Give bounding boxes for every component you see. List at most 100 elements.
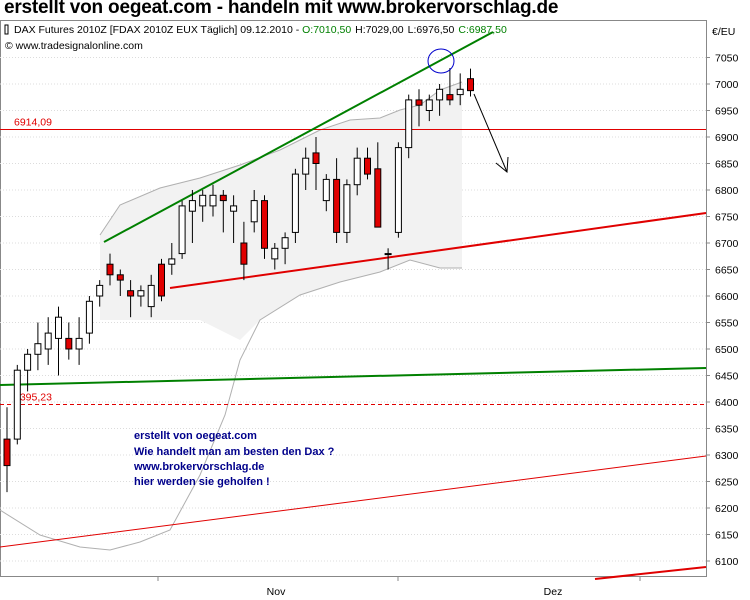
chart-header: DAX Futures 2010Z [FDAX 2010Z EUX Täglic… [4,24,507,52]
candle-body [3,438,11,467]
candle-body [333,178,341,233]
annotation-line: www.brokervorschlag.de [133,461,264,473]
candle-body [250,200,258,223]
candle [188,190,196,243]
candle [322,174,330,212]
candle [261,195,268,259]
candles [3,68,474,493]
candle-body [456,88,464,96]
candle-body [353,157,361,186]
y-tick-label: 6250 [715,477,739,489]
y-tick-label: 6750 [715,212,739,224]
y-tick-label: 6150 [715,530,739,542]
y-tick-label: 6350 [715,424,739,436]
candle-body [55,316,62,339]
candle [467,68,474,97]
candle [178,200,186,259]
highlight-circle [427,48,455,74]
candle [240,221,248,281]
y-tick-label: 6800 [715,185,739,197]
candle-body [209,194,217,207]
candle [456,73,464,106]
candle [384,248,392,270]
candle [425,94,433,122]
candle-body [291,173,299,233]
y-tick-label: 6600 [715,291,739,303]
candle-body [384,253,392,256]
candle [199,190,207,222]
candle-body [75,337,83,350]
y-tick-label: 6900 [715,132,739,144]
candle [353,147,361,196]
green-support-line [0,367,707,386]
y-tick-label: 6100 [715,556,739,568]
candle-body [65,337,73,350]
candle-body [364,157,371,175]
candle [271,243,279,270]
y-tick-label: 6500 [715,344,739,356]
candle [405,94,413,159]
candle [415,89,423,127]
chart-frame: DAX Futures 2010Z [FDAX 2010Z EUX Täglic… [0,20,739,598]
y-tick-label: 6700 [715,238,739,250]
red-support-line [0,455,707,548]
candle-body [312,152,320,164]
y-tick-label: 6450 [715,371,739,383]
candle-body [147,284,155,308]
candle [291,168,299,243]
annotation-text-block: erstellt von oegeat.com Wie handelt man … [133,430,335,488]
candle [219,190,227,233]
candle-body [322,178,330,202]
horizontal-levels: 6914,09 6395,23 [0,117,706,406]
candle [3,407,11,493]
header-marker-icon [4,24,9,35]
header-close: C:6987,50 [458,24,507,36]
annotation-line: Wie handelt man am besten den Dax ? [134,446,335,458]
candle-body [106,263,114,276]
header-copyright: © www.tradesignalonline.com [5,40,143,52]
y-tick-label: 6200 [715,503,739,515]
annotation-line: hier werden sie geholfen ! [134,476,270,488]
upper-channel-line [103,31,494,243]
candle [168,243,176,275]
y-tick-label: 6400 [715,397,739,409]
candle [44,317,52,365]
currency-label: €/EU [712,26,735,38]
candle [302,147,310,190]
y-tick-label: 7050 [715,53,739,65]
candle [137,285,145,307]
candle-body [467,78,474,92]
candle-body [425,99,433,112]
candle-body [85,300,93,334]
candle [116,269,124,296]
candle [96,280,104,307]
candle [147,274,155,318]
candle [209,184,217,217]
page-title: erstellt von oegeat.com - handeln mit ww… [4,0,559,18]
y-tick-label: 6300 [715,450,739,462]
candle [333,158,341,243]
candle-body [405,99,413,149]
candle [230,195,238,243]
candle [106,253,114,286]
candle-body [178,205,186,255]
candle [158,258,165,302]
candle-body [188,200,196,212]
candle [75,317,83,365]
candle [281,232,289,265]
candle [65,322,73,360]
x-tick-label: Dez [544,586,563,598]
y-tick-label: 6950 [715,106,739,118]
candle-body [240,242,248,265]
candle-body [199,194,207,207]
header-open: O:7010,50 [302,24,351,36]
candle [343,179,351,243]
header-high: H:7029,00 [355,24,404,36]
candle [34,322,42,371]
x-axis-ticks: Nov Dez [157,576,641,598]
candle-body [261,200,268,249]
candle-body [13,369,21,440]
candle-body [137,290,145,297]
grid [0,57,706,562]
candle-body [343,184,351,233]
